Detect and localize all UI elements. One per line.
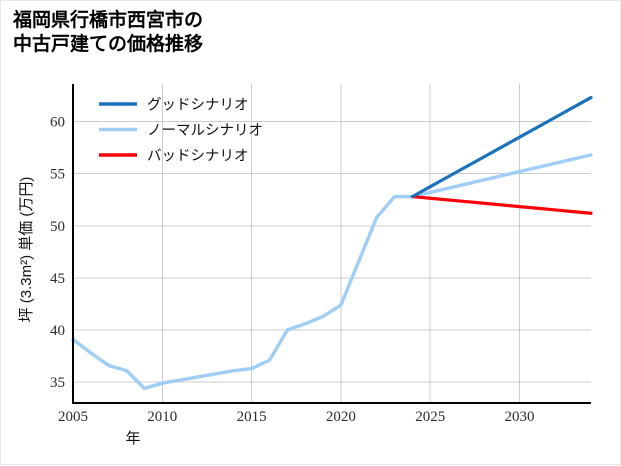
x-tick-label: 2015 (237, 409, 267, 425)
series-group (71, 95, 593, 391)
x-tick-label: 2030 (505, 409, 535, 425)
x-tick-labels: 2005 2010 2015 2020 2025 2030 (58, 409, 535, 425)
x-tick-label: 2020 (326, 409, 356, 425)
y-tick-label: 35 (50, 375, 65, 391)
series-line-good (410, 95, 593, 199)
y-tick-label: 45 (50, 271, 65, 287)
axis-spine (72, 84, 591, 404)
x-tick-label: 2025 (415, 409, 445, 425)
legend-label: バッドシナリオ (147, 149, 249, 165)
chart-title: 福岡県行橋市西宮市の 中古戸建ての価格推移 (13, 10, 204, 56)
y-tick-label: 50 (50, 219, 65, 235)
y-tick-label: 60 (50, 115, 65, 131)
axis-titles: 年 坪 (3.3m²) 単価 (万円) (18, 177, 141, 447)
legend-label: ノーマルシナリオ (147, 123, 263, 139)
x-tick-label: 2010 (147, 409, 177, 425)
series-line-bad (410, 194, 593, 215)
legend-label: グッドシナリオ (147, 97, 249, 114)
y-tick-label: 40 (50, 323, 65, 339)
series-line-normal (71, 153, 593, 391)
x-axis-title: 年 (125, 430, 140, 447)
x-tick-label: 2005 (58, 409, 88, 425)
y-axis-title: 坪 (3.3m²) 単価 (万円) (18, 177, 35, 323)
y-tick-labels: 35 40 45 50 55 60 (50, 115, 65, 392)
y-tick-label: 55 (50, 167, 65, 183)
axis-spines (72, 84, 591, 404)
